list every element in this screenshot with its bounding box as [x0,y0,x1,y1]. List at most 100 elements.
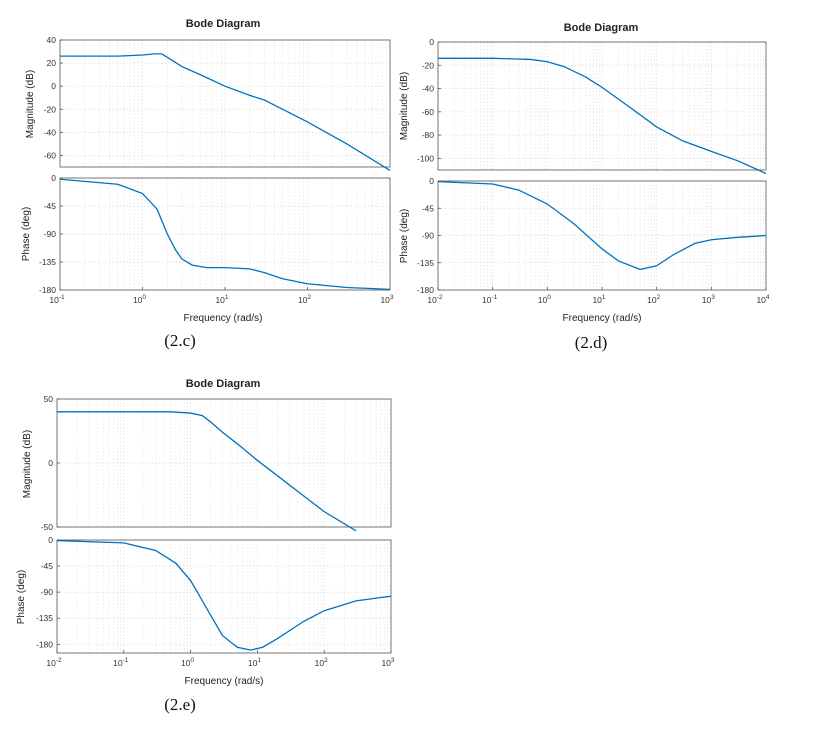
y-tick-label: -135 [36,613,53,623]
x-tick-label: 102 [647,294,660,305]
x-tick-exponent: -1 [492,294,498,301]
x-tick-label: 10-2 [46,657,62,668]
y-tick-label: -45 [41,561,54,571]
x-tick-exponent: 2 [307,294,311,301]
magnitude-point [530,58,532,60]
x-tick-label: 100 [133,294,146,305]
phase-point [189,579,191,581]
y-tick-label: -20 [44,104,57,114]
y-tick-label: 0 [429,176,434,186]
magnitude-point [682,140,684,142]
y-tick-label: 20 [47,58,57,68]
phase-point [306,283,308,285]
x-tick-exponent: 0 [142,294,146,301]
phase-point [141,192,143,194]
phase-point [123,542,125,544]
y-tick-label: -135 [39,257,56,267]
phase-axes-box [56,539,392,654]
chart-title: Bode Diagram [186,378,261,390]
y-tick-label: -60 [422,107,435,117]
magnitude-point [263,99,265,101]
magnitude-point [710,150,712,152]
x-tick-exponent: -1 [123,657,129,664]
x-tick-exponent: 2 [324,657,328,664]
y-tick-label: 0 [48,535,53,545]
chart-title: Bode Diagram [564,22,639,34]
magnitude-point [736,159,738,161]
phase-ylabel: Phase (deg) [399,209,410,263]
y-tick-label: -45 [44,201,57,211]
magnitude-point [601,86,603,88]
magnitude-point [221,431,223,433]
figure-caption: (2.e) [164,695,196,714]
x-tick-exponent: -1 [59,294,65,301]
phase-point [154,549,156,551]
magnitude-point [181,65,183,67]
phase-point [201,600,203,602]
magnitude-point [153,53,155,55]
phase-curve [56,539,392,651]
x-tick-label: 10-1 [482,294,498,305]
phase-point [303,620,305,622]
x-tick-label: 104 [756,294,769,305]
magnitude-curve [60,53,391,172]
y-tick-label: -20 [422,60,435,70]
magnitude-point [169,411,171,413]
y-tick-label: -180 [417,285,434,295]
phase-point [639,268,641,270]
x-tick-exponent: 1 [257,657,261,664]
x-tick-label: 10-2 [427,294,443,305]
phase-point [736,236,738,238]
phase-point [323,610,325,612]
y-tick-label: -50 [41,522,54,532]
phase-point [601,248,603,250]
figure-caption: (2.d) [575,333,608,352]
phase-point [156,208,158,210]
y-tick-label: -180 [36,639,53,649]
x-tick-label: 100 [538,294,551,305]
x-axis-label: Frequency (rad/s) [185,676,264,687]
magnitude-point [249,94,251,96]
magnitude-axes-box [56,398,392,528]
phase-point [617,260,619,262]
x-tick-exponent: 3 [391,657,395,664]
phase-point [281,278,283,280]
phase-point [694,242,696,244]
magnitude-curve [57,411,357,532]
y-tick-label: -100 [417,153,434,163]
magnitude-point [201,414,203,416]
x-tick-label: 101 [215,294,228,305]
x-axis-label: Frequency (rad/s) [563,313,642,324]
magnitude-point [765,172,767,174]
phase-point [263,271,265,273]
y-tick-label: -180 [39,285,56,295]
phase-point [210,614,212,616]
y-tick-label: 50 [44,394,54,404]
magnitude-axes-box [59,39,391,168]
magnitude-point [236,443,238,445]
magnitude-point [166,56,168,58]
magnitude-point [491,57,493,59]
magnitude-ylabel: Magnitude (dB) [22,430,33,498]
phase-point [276,637,278,639]
magnitude-point [281,108,283,110]
x-tick-exponent: 0 [547,294,551,301]
magnitude-axes-box [437,41,767,171]
phase-point [546,203,548,205]
phase-point [191,264,193,266]
x-tick-exponent: 0 [191,657,195,664]
x-axis-label: Frequency (rad/s) [184,313,263,324]
magnitude-point [276,475,278,477]
phase-point [710,239,712,241]
y-tick-label: 0 [51,173,56,183]
magnitude-point [546,61,548,63]
x-tick-exponent: 2 [657,294,661,301]
x-tick-exponent: 3 [711,294,715,301]
x-tick-label: 103 [381,657,394,668]
x-tick-label: 102 [298,294,311,305]
x-tick-exponent: 3 [390,294,394,301]
phase-curve [437,180,767,271]
magnitude-point [655,126,657,128]
phase-point [181,258,183,260]
